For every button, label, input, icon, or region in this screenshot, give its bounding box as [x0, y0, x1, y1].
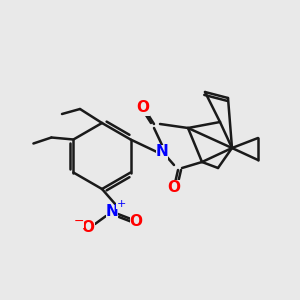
Text: O: O: [167, 179, 181, 194]
Text: O: O: [82, 220, 94, 236]
Text: N: N: [156, 145, 168, 160]
Text: +: +: [116, 199, 126, 209]
Text: −: −: [74, 214, 84, 227]
Text: O: O: [130, 214, 142, 230]
Text: O: O: [136, 100, 149, 116]
Text: N: N: [106, 205, 118, 220]
